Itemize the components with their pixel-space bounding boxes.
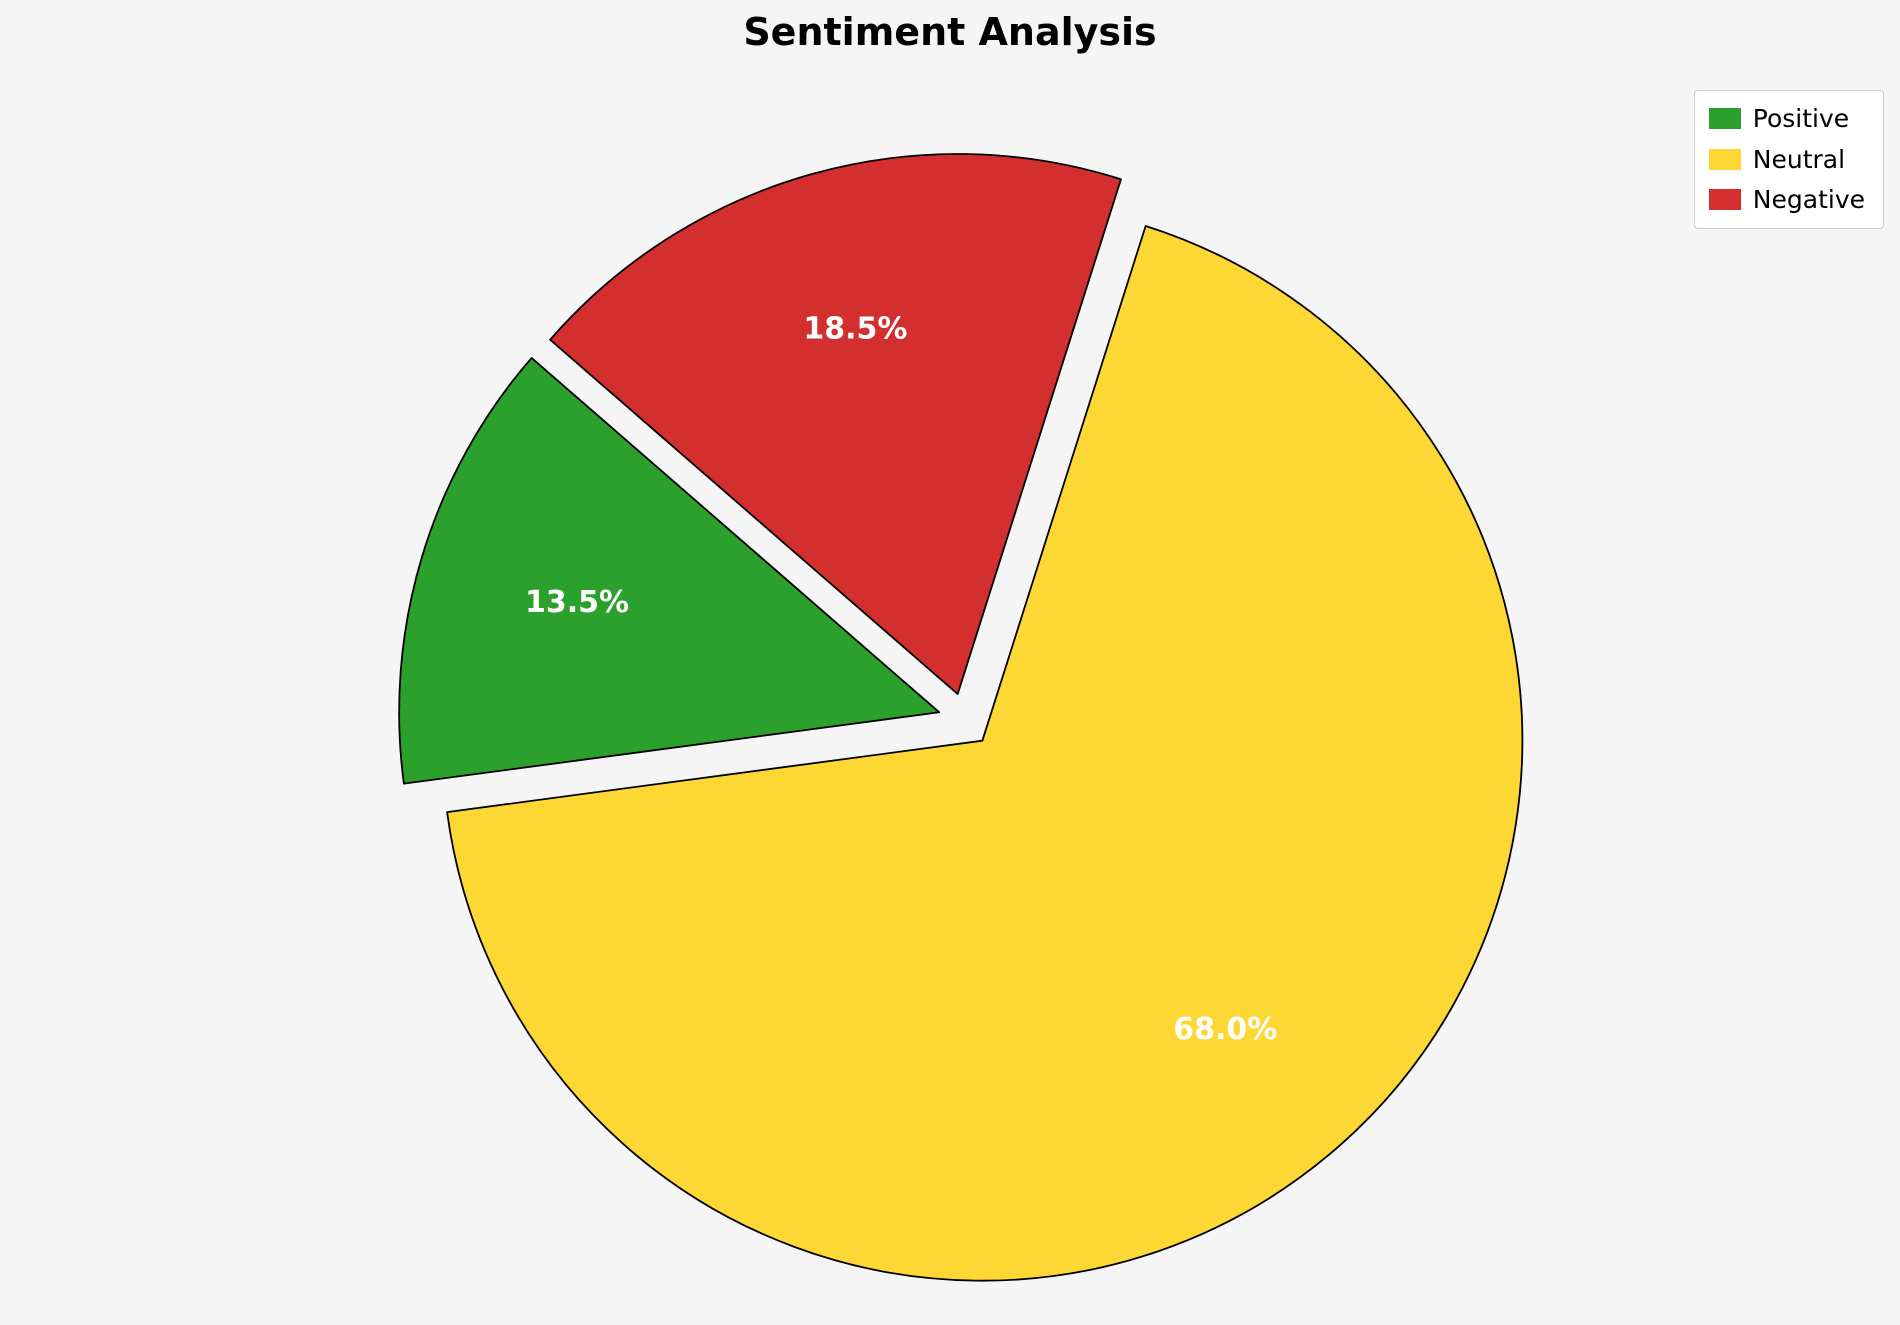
- pct-label-negative: 18.5%: [803, 312, 907, 347]
- legend-swatch-positive: [1708, 108, 1741, 130]
- pct-label-positive: 13.5%: [525, 585, 629, 620]
- pie-slice-neutral: [446, 225, 1524, 1282]
- legend-item-negative: Negative: [1708, 185, 1865, 214]
- legend: Positive Neutral Negative: [1693, 90, 1884, 229]
- pie-slice-positive: [398, 357, 941, 785]
- legend-label-neutral: Neutral: [1752, 144, 1846, 174]
- legend-label-positive: Positive: [1752, 104, 1850, 133]
- legend-label-negative: Negative: [1752, 185, 1865, 214]
- pct-label-neutral: 68.0%: [1173, 1012, 1277, 1047]
- legend-item-neutral: Neutral: [1708, 144, 1865, 174]
- legend-swatch-neutral: [1708, 148, 1741, 170]
- chart-title: Sentiment Analysis: [743, 10, 1157, 54]
- pie-slice-negative: [549, 153, 1122, 695]
- legend-item-positive: Positive: [1708, 104, 1865, 133]
- legend-swatch-negative: [1708, 189, 1741, 211]
